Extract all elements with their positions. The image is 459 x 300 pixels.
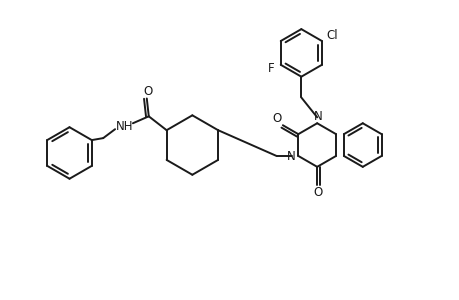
Text: N: N xyxy=(313,110,322,123)
Text: O: O xyxy=(313,186,322,199)
Text: F: F xyxy=(268,62,274,75)
Text: O: O xyxy=(272,112,281,125)
Text: Cl: Cl xyxy=(325,28,337,42)
Text: N: N xyxy=(286,150,295,164)
Text: O: O xyxy=(143,85,152,98)
Text: NH: NH xyxy=(116,120,134,133)
